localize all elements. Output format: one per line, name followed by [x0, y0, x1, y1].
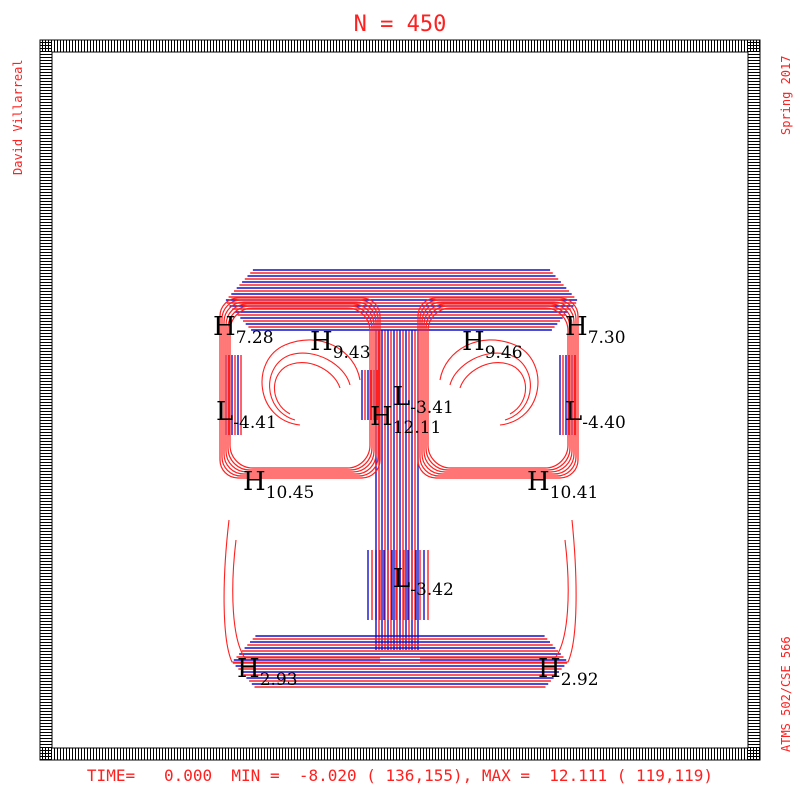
right-curl-contour	[439, 339, 539, 426]
right-curl-contour	[449, 352, 531, 421]
extremum-label: L-3.42	[393, 564, 454, 600]
right-cell-contour	[417, 297, 579, 479]
extremum-value: 7.28	[236, 328, 274, 348]
left-cell-contour	[223, 301, 377, 475]
extremum-label: H10.41	[527, 467, 598, 503]
semester-label: Spring 2017	[779, 56, 793, 135]
extremum-kind: L	[393, 564, 410, 594]
right-cell-contour	[421, 301, 575, 475]
extremum-label: H7.30	[565, 312, 626, 348]
extremum-label: H9.46	[462, 327, 523, 363]
extremum-kind: H	[237, 654, 260, 684]
extremum-label: L-3.41	[393, 382, 454, 418]
extremum-value: 2.92	[561, 670, 599, 690]
right-curl-contour	[459, 362, 527, 415]
extremum-value: -3.42	[410, 580, 454, 600]
extremum-label: H7.28	[213, 312, 274, 348]
extremum-value: 2.93	[260, 670, 298, 690]
course-label: ATMS 502/CSE 566	[779, 636, 793, 752]
extremum-label: H10.45	[243, 467, 314, 503]
extremum-kind: H	[538, 654, 561, 684]
extremum-value: 12.11	[393, 418, 442, 438]
extremum-kind: H	[213, 312, 236, 342]
lower-left-contour	[223, 519, 380, 663]
extremum-kind: H	[310, 327, 333, 357]
extremum-value: 9.43	[333, 343, 371, 363]
extremum-value: -4.40	[582, 413, 626, 433]
right-tick-band	[748, 40, 760, 760]
bottom-tick-band	[40, 748, 760, 760]
left-tick-band	[40, 40, 52, 760]
left-curl-contour	[269, 352, 351, 421]
lower-left-contour	[232, 539, 380, 659]
status-footer: TIME= 0.000 MIN = -8.020 ( 136,155), MAX…	[87, 766, 713, 785]
chart-title: N = 450	[354, 12, 447, 37]
left-cell-contour	[225, 303, 375, 473]
extremum-label: H9.43	[310, 327, 371, 363]
extremum-kind: L	[565, 397, 582, 427]
top-tick-band	[40, 40, 760, 52]
extremum-value: 10.45	[266, 483, 315, 503]
lower-right-contour	[420, 539, 569, 659]
extremum-label: H2.93	[237, 654, 298, 690]
extremum-kind: L	[393, 382, 410, 412]
extremum-value: 9.46	[485, 343, 523, 363]
right-cell-contour	[427, 307, 569, 469]
extremum-kind: H	[370, 402, 393, 432]
left-cell-contour	[221, 299, 379, 477]
right-cell-contour	[425, 305, 571, 471]
extremum-kind: H	[462, 327, 485, 357]
extremum-kind: H	[527, 467, 550, 497]
extremum-kind: H	[565, 312, 588, 342]
plot-frame	[39, 39, 761, 761]
left-curl-contour	[273, 362, 341, 415]
extremum-label: L-4.41	[216, 397, 277, 433]
lower-right-contour	[420, 519, 577, 663]
extremum-label: H12.11	[370, 402, 441, 438]
extremum-value: 7.30	[588, 328, 626, 348]
extrema-labels: H7.28 H9.43 H9.46H7.30L-4.41L-3.41H12.11L-…	[213, 312, 626, 690]
left-cell-contour	[229, 307, 371, 469]
extremum-kind: L	[216, 397, 233, 427]
extremum-value: -3.41	[410, 398, 454, 418]
author-label: David Villarreal	[11, 59, 25, 175]
positive-contour-lines	[219, 297, 579, 663]
left-cell-contour	[227, 305, 373, 471]
left-curl-contour	[261, 339, 361, 426]
left-cell-contour	[219, 297, 381, 479]
extremum-label: L-4.40	[565, 397, 626, 433]
extremum-label: H2.92	[538, 654, 599, 690]
extremum-value: 10.41	[550, 483, 599, 503]
right-cell-contour	[419, 299, 577, 477]
right-cell-contour	[423, 303, 573, 473]
extremum-value: -4.41	[233, 413, 277, 433]
extremum-kind: H	[243, 467, 266, 497]
